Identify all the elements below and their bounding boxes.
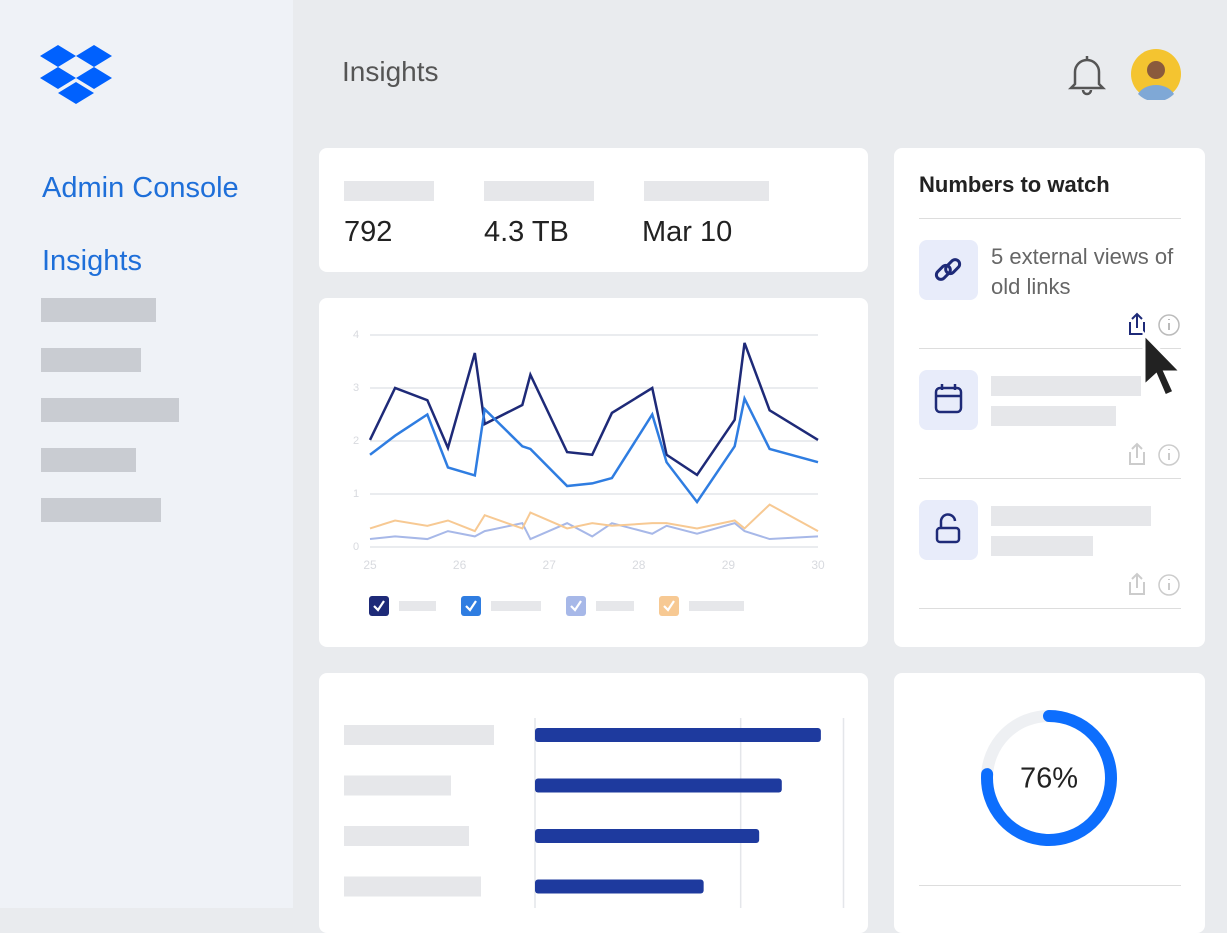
placeholder (644, 181, 769, 201)
placeholder (41, 448, 136, 472)
logo[interactable] (40, 45, 116, 109)
y-tick-label: 2 (353, 435, 359, 447)
cursor (1142, 330, 1185, 398)
donut-chart: 76% (981, 710, 1117, 846)
placeholder (991, 506, 1151, 526)
line-series (369, 522, 819, 541)
sidebar: Admin Console Insights (0, 0, 293, 908)
x-tick-label: 26 (453, 558, 467, 572)
legend-placeholder (689, 601, 744, 611)
bar-chart (344, 718, 845, 908)
line-series (369, 394, 819, 505)
divider (919, 218, 1181, 219)
placeholder (41, 348, 141, 372)
placeholder (991, 406, 1116, 426)
lock-icon (919, 500, 978, 560)
bar-chart-card (319, 673, 868, 933)
divider (919, 348, 1181, 349)
nav-item[interactable]: Insights (42, 245, 142, 277)
y-tick-label: 4 (353, 329, 359, 341)
avatar[interactable] (1130, 48, 1182, 100)
placeholder (484, 181, 594, 201)
y-tick-label: 3 (353, 382, 359, 394)
bar (535, 778, 782, 793)
legend-placeholder (399, 601, 436, 611)
item-text: 5 external views of old links (991, 244, 1174, 299)
stat-value: 792 (344, 216, 393, 248)
x-tick-label: 28 (632, 558, 646, 572)
y-tick-label: 1 (353, 488, 359, 500)
stat-value: Mar 10 (642, 216, 733, 248)
donut-label: 76% (1020, 763, 1078, 795)
nav-item[interactable]: Admin Console (42, 172, 239, 204)
legend-placeholder (596, 601, 634, 611)
label-placeholder (344, 725, 494, 745)
placeholder (991, 536, 1093, 556)
placeholder (41, 298, 156, 322)
legend-check (373, 600, 385, 612)
x-tick-label: 29 (722, 558, 736, 572)
label-placeholder (344, 826, 469, 846)
stat-value: 4.3 TB (484, 216, 569, 248)
y-tick-label: 0 (353, 541, 359, 553)
donut-card: 76% (894, 673, 1205, 933)
stats-card: 792 4.3 TB Mar 10 (319, 148, 868, 272)
legend-check (663, 600, 675, 612)
x-tick-label: 30 (811, 558, 825, 572)
divider (919, 608, 1181, 609)
bar (535, 728, 821, 742)
legend-check (570, 600, 582, 612)
bell-icon[interactable] (1066, 52, 1108, 96)
line-chart-card: 0 1 2 3 4 25 26 27 28 29 30 (319, 298, 868, 647)
placeholder (344, 181, 434, 201)
legend-checkbox (566, 596, 586, 616)
x-tick-label: 27 (543, 558, 557, 572)
item-actions[interactable] (1124, 440, 1184, 470)
line-series (369, 503, 819, 533)
label-placeholder (344, 775, 451, 796)
page-title: Insights (342, 56, 439, 87)
bar (535, 829, 760, 843)
legend-check (465, 600, 477, 612)
divider (919, 885, 1181, 886)
bar (535, 879, 704, 894)
x-tick-label: 25 (363, 558, 377, 572)
item-actions[interactable] (1124, 310, 1184, 340)
line-series (368, 342, 819, 477)
placeholder (41, 398, 179, 422)
card-title: Numbers to watch (919, 172, 1110, 197)
placeholder (41, 498, 161, 522)
label-placeholder (344, 876, 481, 897)
calendar-icon (919, 370, 978, 430)
legend-checkbox (369, 596, 389, 616)
item-actions[interactable] (1124, 570, 1184, 600)
numbers-card: Numbers to watch 5 external views of old… (894, 148, 1205, 647)
legend-checkbox (461, 596, 481, 616)
donut-arc (981, 710, 1117, 846)
legend-placeholder (491, 601, 541, 611)
placeholder (991, 376, 1141, 396)
link-icon (919, 240, 978, 300)
divider (919, 478, 1181, 479)
legend-checkbox (659, 596, 679, 616)
line-chart: 0 1 2 3 4 25 26 27 28 29 30 (353, 329, 825, 616)
